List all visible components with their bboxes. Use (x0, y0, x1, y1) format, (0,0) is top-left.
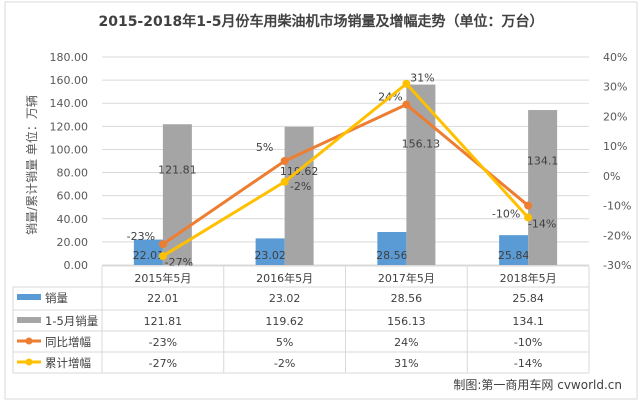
y2-tick-label: 30% (603, 81, 627, 94)
line-marker (280, 177, 289, 186)
bar-sales (499, 235, 529, 265)
x-category-label: 2015年5月 (134, 271, 191, 285)
y-tick-label: 140.00 (50, 97, 89, 110)
bar-cumulative (284, 126, 314, 265)
table-cell: 5% (276, 336, 293, 349)
line-marker (524, 201, 533, 210)
table-cell: 24% (394, 336, 418, 349)
bar-data-label: 22.01 (133, 249, 165, 262)
legend-label: 同比增幅 (45, 335, 91, 349)
bar-data-label: 134.1 (527, 154, 559, 167)
bar-cumulative (162, 124, 192, 265)
y2-tick-label: -10% (603, 200, 631, 213)
table-cell: 134.1 (512, 315, 544, 328)
y-axis-title: 销量/累计销量 单位：万辆 (24, 95, 39, 235)
table-cell: 23.02 (269, 292, 301, 305)
table-cell: 121.81 (144, 315, 183, 328)
legend-marker-icon (25, 358, 33, 366)
table-cell: -2% (274, 357, 295, 370)
y-tick-label: 120.00 (50, 120, 89, 133)
legend-bar-icon (17, 294, 41, 300)
y-tick-label: 180.00 (50, 51, 89, 64)
line-marker (280, 157, 289, 165)
line-marker (402, 100, 411, 109)
bar-data-label: 23.02 (254, 249, 286, 262)
x-category-label: 2018年5月 (500, 271, 557, 285)
bar-data-label: 156.13 (402, 138, 441, 151)
table-cell: 31% (394, 357, 418, 370)
table-cell: 28.56 (391, 292, 423, 305)
line-cumulative (162, 81, 530, 258)
y-tick-label: 20.00 (57, 236, 89, 249)
bar-sales (255, 238, 285, 265)
y-tick-label: 160.00 (50, 74, 89, 87)
table-cell: 22.01 (147, 292, 179, 305)
y2-tick-label: 10% (603, 140, 627, 153)
bar-sales (133, 239, 163, 265)
line-marker (402, 79, 411, 88)
table-cell: -27% (149, 357, 177, 370)
legend-label: 销量 (45, 291, 68, 305)
bar-cumulative (528, 110, 558, 265)
legend-label: 累计增幅 (45, 356, 91, 370)
y-tick-label: 100.00 (50, 143, 89, 156)
y-tick-label: 60.00 (57, 190, 89, 203)
line-data-label: -14% (528, 217, 556, 230)
y2-tick-label: 40% (603, 51, 627, 64)
bar-data-label: 121.81 (158, 164, 197, 177)
legend-marker-icon (25, 337, 33, 345)
line-marker (524, 213, 533, 222)
table-cell: 119.62 (265, 315, 304, 328)
table-cell: -10% (514, 336, 542, 349)
chart-title: 2015-2018年1-5月份车用柴油机市场销量及增幅走势（单位：万台） (98, 13, 543, 30)
y-tick-label: 0.00 (64, 259, 89, 272)
table-cell: -14% (514, 357, 542, 370)
footer-credit: 制图:第一商用车网 cvworld.cn (453, 377, 622, 392)
y2-tick-label: 0% (603, 170, 620, 183)
bar-data-label: 25.84 (498, 249, 530, 262)
y2-tick-label: 20% (603, 110, 627, 123)
line-marker (158, 240, 167, 249)
bar-data-label: 28.56 (376, 249, 408, 262)
table-cell: -23% (149, 336, 177, 349)
bar-sales (377, 231, 407, 265)
line-data-label: -27% (165, 256, 193, 269)
y-tick-label: 40.00 (57, 213, 89, 226)
x-category-label: 2016年5月 (256, 271, 313, 285)
line-marker (158, 252, 167, 261)
legend-label: 1-5月销量 (45, 314, 98, 328)
table-cell: 25.84 (512, 292, 544, 305)
line-data-label: 31% (410, 72, 434, 85)
table-cell: 156.13 (387, 315, 426, 328)
line-data-label: -23% (127, 230, 155, 243)
y2-tick-label: -20% (603, 229, 631, 242)
x-category-label: 2017年5月 (378, 271, 435, 285)
line-data-label: -10% (492, 208, 520, 221)
line-data-label: 5% (256, 141, 273, 154)
line-data-label: -2% (290, 180, 311, 193)
y-tick-label: 80.00 (57, 167, 89, 180)
legend-bar-icon (17, 317, 41, 323)
y2-tick-label: -30% (603, 259, 631, 272)
